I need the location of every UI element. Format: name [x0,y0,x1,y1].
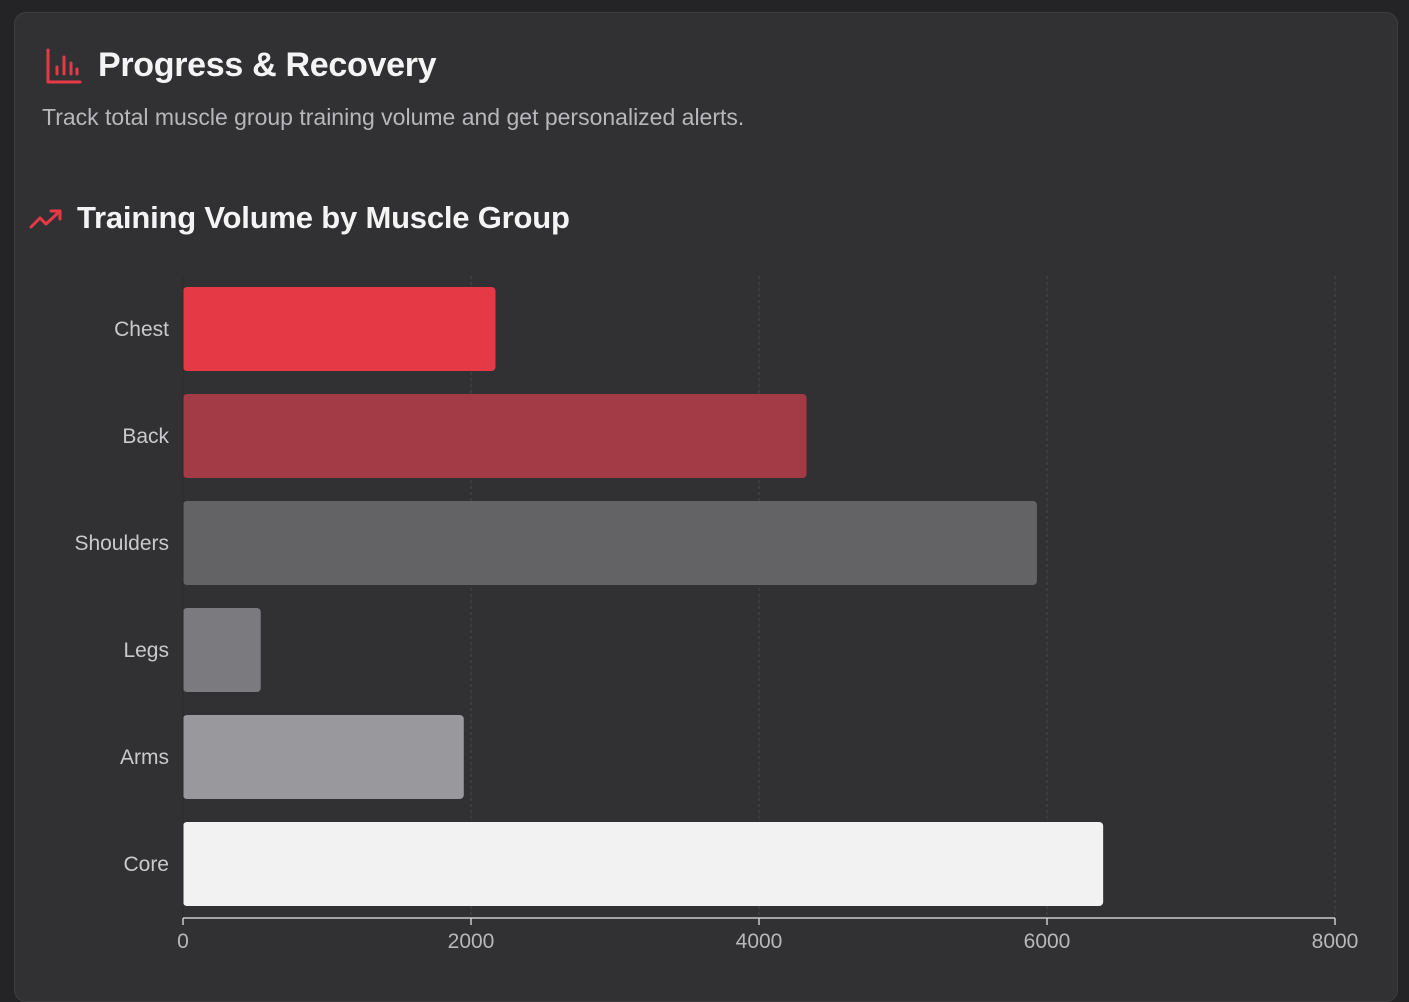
bar-legs[interactable] [183,608,261,692]
category-label: Chest [114,318,169,341]
x-tick-label: 6000 [1024,930,1071,953]
bar-back[interactable] [183,394,807,478]
bar-shoulders[interactable] [183,501,1037,585]
card-header: Progress & Recovery [44,46,437,85]
bar-chart-icon [44,47,82,85]
category-label: Arms [120,746,169,769]
page-subtitle: Track total muscle group training volume… [42,104,745,130]
category-label: Shoulders [74,532,169,555]
chart-title: Training Volume by Muscle Group [77,200,570,235]
chart-section-header: Training Volume by Muscle Group [28,200,570,236]
page-title: Progress & Recovery [98,46,437,84]
bar-core[interactable] [183,822,1104,906]
x-tick-label: 0 [177,930,189,953]
category-label: Core [123,853,169,876]
bar-arms[interactable] [183,715,464,799]
x-tick-label: 8000 [1312,930,1359,953]
x-tick-label: 4000 [736,930,783,953]
category-label: Back [122,425,169,448]
category-label: Legs [123,639,169,662]
volume-bar-chart: Chest Back Shoulders Legs Arms Core 0 2000 4000 6… [74,276,1359,953]
bar-chest[interactable] [183,287,496,371]
x-tick-label: 2000 [448,930,495,953]
trending-up-icon [28,203,64,233]
